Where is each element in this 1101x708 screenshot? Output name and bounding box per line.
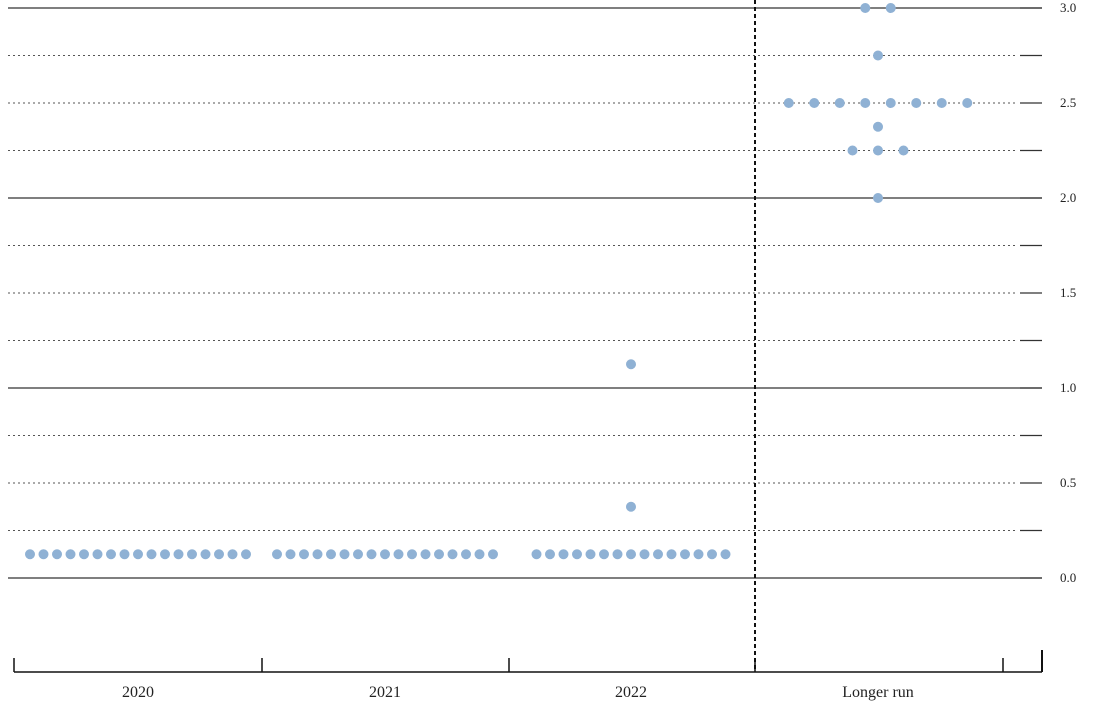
data-dot [187,549,197,560]
data-dot [200,549,211,560]
data-dot [326,549,336,560]
data-dot [531,549,542,560]
data-dot [272,549,282,560]
data-dot [911,98,922,108]
data-dot [545,549,555,560]
y-tick-label: 1.5 [1060,285,1076,300]
data-dot [52,549,62,560]
x-category-label: 2022 [615,684,647,701]
data-dot [860,98,871,108]
y-tick-label: 2.0 [1060,190,1076,205]
data-dot [626,359,636,370]
data-dot [353,549,363,560]
data-dot [407,549,417,560]
y-tick-label: 0.0 [1060,570,1076,585]
data-dot [783,98,794,108]
data-dot [393,549,404,560]
y-tick-label: 1.0 [1060,380,1076,395]
data-dot [214,549,224,560]
data-dot [873,145,883,156]
data-dot [639,549,650,560]
data-dot [227,549,238,560]
data-dot [873,121,883,132]
data-dot [25,549,35,560]
dots-layer [25,3,973,560]
data-dot [160,549,170,560]
x-category-label: Longer run [842,684,914,701]
data-dot [873,193,883,203]
data-dot [285,549,296,560]
data-dot [847,145,858,156]
data-dot [474,549,485,560]
data-dot [653,549,663,560]
x-category-labels: 2020 2021 2022 Longer run [122,684,914,701]
x-category-label: 2021 [369,684,401,701]
data-dot [420,549,431,560]
data-dot [572,549,582,560]
data-dot [434,549,444,560]
data-dot [936,98,947,108]
data-dot [366,549,377,560]
data-dot [898,145,909,156]
data-dot [65,549,76,560]
data-dot [707,549,717,560]
data-dot [834,98,845,108]
y-tick-marks [1020,7,1042,579]
data-dot [106,549,116,560]
data-dot [38,549,49,560]
data-dot [241,549,251,560]
data-dot [119,549,130,560]
y-tick-label: 0.5 [1060,475,1076,490]
x-category-label: 2020 [122,684,154,701]
data-dot [339,549,350,560]
data-dot [873,50,883,61]
data-dot [885,98,896,108]
data-dot [146,549,157,560]
data-dot [809,98,820,108]
data-dot [133,549,143,560]
data-dot [860,3,871,13]
data-dot [92,549,103,560]
data-dot [380,549,390,560]
data-dot [585,549,596,560]
data-dot [79,549,89,560]
data-dot [612,549,623,560]
data-dot [720,549,731,560]
data-dot [962,98,973,108]
data-dot [173,549,184,560]
data-dot [626,501,636,512]
data-dot [693,549,704,560]
y-tick-label: 2.5 [1060,95,1076,110]
data-dot [680,549,690,560]
data-dot [558,549,569,560]
data-dot [488,549,498,560]
data-dot [299,549,309,560]
y-tick-label: 3.0 [1060,0,1076,15]
grid-lines [8,7,1042,579]
data-dot [312,549,323,560]
x-axis [13,650,1043,673]
data-dot [447,549,458,560]
data-dot [885,3,896,13]
data-dot [626,549,636,560]
data-dot [599,549,609,560]
data-dot [666,549,677,560]
data-dot [461,549,471,560]
y-tick-labels: 3.0 2.5 2.0 1.5 1.0 0.5 0.0 [1060,0,1076,585]
